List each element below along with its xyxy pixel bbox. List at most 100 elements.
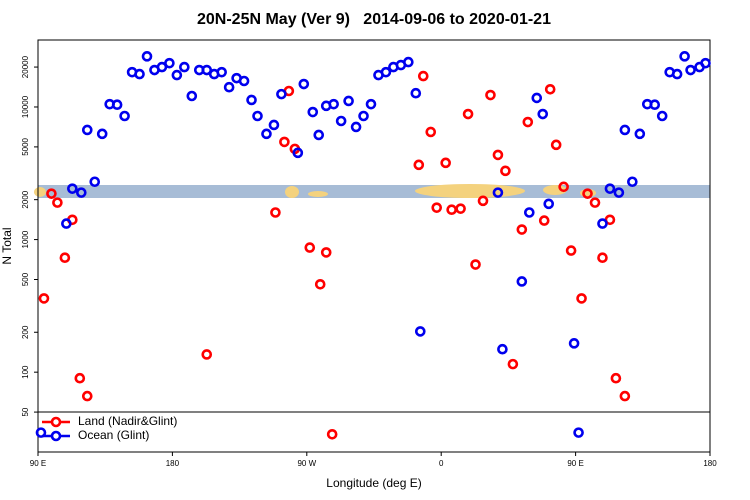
point — [403, 56, 414, 68]
legend-label: Land (Nadir&Glint) — [78, 414, 177, 428]
point — [516, 224, 528, 235]
point — [610, 372, 622, 384]
point — [76, 187, 87, 198]
point — [604, 183, 616, 194]
point — [446, 204, 457, 216]
point — [46, 188, 57, 199]
point — [252, 110, 263, 122]
point — [134, 68, 145, 80]
point — [576, 293, 587, 304]
point — [307, 106, 319, 118]
point — [246, 94, 257, 106]
y-axis-label: N Total — [0, 227, 14, 264]
point — [544, 83, 556, 95]
point — [550, 139, 562, 151]
y-tick-label: 200 — [21, 325, 30, 339]
point — [343, 95, 354, 107]
point — [38, 293, 50, 304]
point — [410, 87, 422, 99]
point — [119, 110, 130, 122]
x-tick-label: 90 E — [30, 459, 46, 468]
point — [649, 99, 661, 111]
point — [270, 207, 281, 218]
point — [627, 176, 638, 188]
point — [380, 66, 392, 78]
point — [477, 195, 489, 207]
point — [700, 57, 711, 69]
point — [326, 428, 338, 440]
point — [425, 126, 437, 138]
point — [141, 51, 153, 62]
point — [313, 129, 325, 141]
x-tick-label: 90 W — [297, 459, 316, 468]
point — [455, 203, 466, 214]
point — [276, 88, 287, 100]
y-tick-label: 500 — [21, 272, 30, 286]
chart-title: 20N-25N May (Ver 9) 2014-09-06 to 2020-0… — [197, 11, 551, 28]
point — [485, 89, 496, 101]
y-tick-label: 50 — [21, 407, 30, 416]
y-tick-label: 2000 — [21, 190, 30, 208]
point — [440, 157, 451, 169]
point — [413, 159, 425, 171]
point — [201, 64, 213, 76]
point — [492, 149, 504, 161]
point — [543, 198, 555, 210]
point — [67, 183, 78, 194]
point — [365, 98, 377, 110]
point — [358, 110, 369, 122]
point — [35, 427, 47, 438]
point — [597, 252, 608, 263]
point — [171, 69, 183, 81]
point — [81, 390, 93, 402]
point — [74, 372, 86, 384]
point — [565, 245, 577, 256]
point — [671, 68, 683, 80]
point — [522, 116, 534, 128]
point — [613, 187, 625, 198]
point — [238, 75, 250, 87]
legend-label: Ocean (Glint) — [78, 428, 149, 442]
point — [314, 278, 326, 290]
y-tick-label: 10000 — [21, 95, 30, 118]
x-axis-label: Longitude (deg E) — [326, 476, 421, 490]
point — [350, 121, 362, 133]
point — [268, 119, 280, 131]
point — [679, 51, 690, 62]
plot-frame — [37, 39, 711, 453]
point — [500, 165, 511, 177]
point — [89, 176, 101, 188]
point — [164, 57, 175, 69]
point — [223, 81, 235, 93]
point — [619, 390, 631, 402]
point — [492, 187, 504, 198]
point — [414, 326, 426, 337]
point — [96, 128, 108, 140]
y-tick-label: 1000 — [21, 230, 30, 248]
point — [589, 197, 601, 208]
point — [524, 207, 535, 218]
legend-marker — [50, 416, 62, 428]
point — [111, 99, 123, 111]
point — [568, 338, 580, 349]
point — [558, 181, 569, 193]
x-tick-label: 90 E — [567, 459, 583, 468]
point — [201, 349, 213, 360]
point — [52, 197, 63, 208]
point — [320, 247, 332, 258]
x-tick-label: 180 — [703, 459, 717, 468]
point — [582, 188, 593, 199]
point — [216, 66, 227, 78]
point — [417, 70, 429, 82]
x-tick-label: 180 — [166, 459, 180, 468]
point — [462, 108, 474, 120]
y-tick-label: 5000 — [21, 137, 30, 155]
point — [537, 108, 549, 120]
point — [328, 98, 339, 110]
point — [279, 136, 290, 148]
point — [59, 252, 71, 263]
point — [179, 61, 190, 73]
point — [304, 242, 316, 253]
y-tick-label: 20000 — [21, 55, 30, 78]
